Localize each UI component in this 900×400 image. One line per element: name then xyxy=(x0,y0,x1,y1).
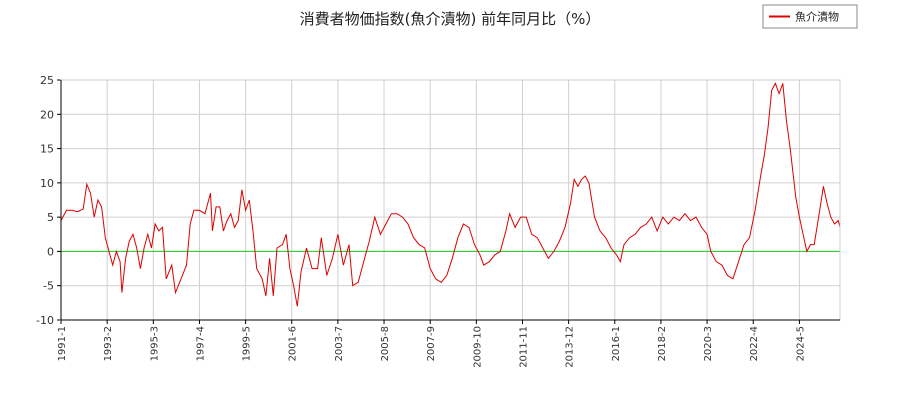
series-line-fish-pickles xyxy=(60,82,841,307)
legend: 魚介漬物 xyxy=(762,4,858,29)
x-tick-label: 2003-7 xyxy=(334,326,345,361)
y-axis-ticks: -10 -5 0 5 10 15 20 25 xyxy=(36,74,61,327)
x-axis-ticks: 1991-1 1993-2 1995-3 1997-4 1999-5 2001-6 2003… xyxy=(57,320,806,368)
plot-frame xyxy=(60,79,841,321)
x-tick-label: 1997-4 xyxy=(195,326,206,361)
x-tick-label: 1991-1 xyxy=(57,326,68,361)
y-tick-label: 0 xyxy=(47,245,54,258)
grid xyxy=(60,79,840,321)
x-tick-label: 2018-2 xyxy=(657,326,668,361)
x-tick-label: 1999-5 xyxy=(242,326,253,361)
y-tick-label: 5 xyxy=(47,211,54,224)
x-tick-label: 2009-10 xyxy=(472,326,483,368)
x-tick-label: 2024-5 xyxy=(795,326,806,361)
x-tick-label: 2007-9 xyxy=(426,326,437,361)
y-tick-label: 25 xyxy=(40,74,54,87)
x-tick-label: 2001-6 xyxy=(288,326,299,361)
y-tick-label: -10 xyxy=(36,314,54,327)
legend-series-label: 魚介漬物 xyxy=(795,10,839,24)
x-tick-label: 2016-1 xyxy=(611,326,622,361)
x-tick-label: 2011-11 xyxy=(518,326,529,368)
x-tick-label: 2005-8 xyxy=(380,326,391,361)
x-tick-label: 1993-2 xyxy=(103,326,114,361)
legend-box xyxy=(762,4,858,29)
y-tick-label: 15 xyxy=(40,143,54,156)
x-tick-label: 2013-12 xyxy=(565,326,576,368)
chart-title: 消費者物価指数(魚介漬物) 前年同月比（%） xyxy=(300,10,601,28)
axes xyxy=(60,79,841,321)
y-tick-label: 20 xyxy=(40,108,54,121)
y-tick-label: -5 xyxy=(43,280,54,293)
x-tick-label: 1995-3 xyxy=(149,326,160,361)
x-tick-label: 2020-3 xyxy=(703,326,714,361)
x-tick-label: 2022-4 xyxy=(749,326,760,361)
y-tick-label: 10 xyxy=(40,177,54,190)
